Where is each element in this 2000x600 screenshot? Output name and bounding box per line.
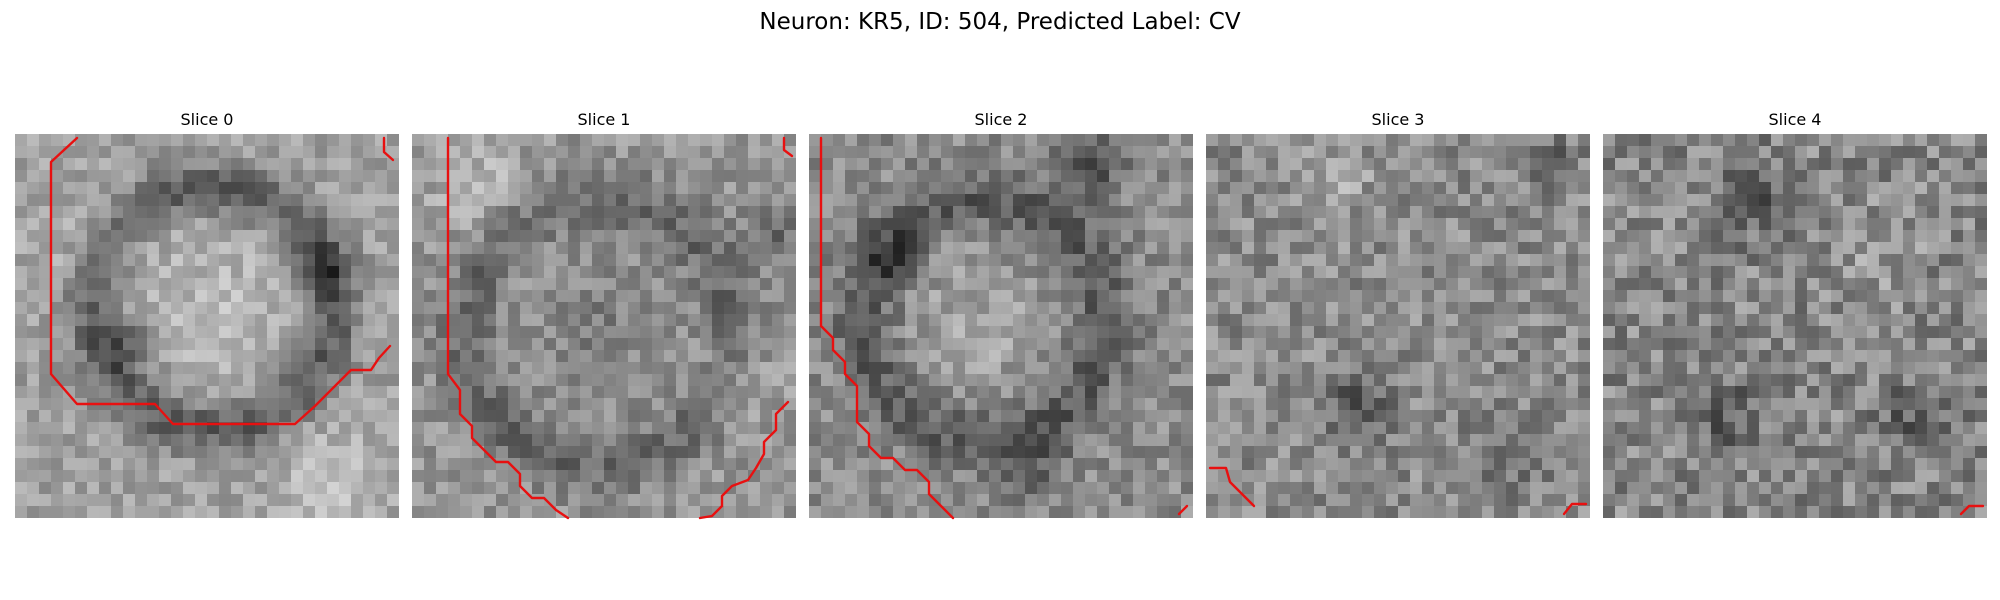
roi-contour-4 xyxy=(1959,504,1985,516)
roi-contour-line xyxy=(382,136,395,162)
roi-contour-line xyxy=(1562,502,1588,516)
figure-title: Neuron: KR5, ID: 504, Predicted Label: C… xyxy=(759,9,1241,35)
slice-panel-3: Slice 3 xyxy=(1206,108,1590,518)
slice-pixels-3 xyxy=(1206,134,1590,518)
roi-contour-line xyxy=(446,136,570,520)
roi-contour-line xyxy=(1208,466,1256,508)
slice-pixels-4 xyxy=(1603,134,1987,518)
slice-panel-0: Slice 0 xyxy=(15,108,399,518)
slice-panel-1: Slice 1 xyxy=(412,108,796,520)
slice-image-3 xyxy=(1206,134,1590,518)
slice-title-4: Slice 4 xyxy=(1768,110,1822,129)
slice-title-0: Slice 0 xyxy=(180,110,234,129)
roi-contour-line xyxy=(1959,504,1985,516)
roi-contour-0 xyxy=(49,136,395,426)
roi-contour-2 xyxy=(819,136,1189,520)
slice-image-4 xyxy=(1603,134,1987,518)
roi-contour-3 xyxy=(1208,466,1588,516)
slice-image-1 xyxy=(412,134,796,520)
slice-pixels-0 xyxy=(15,134,399,518)
roi-contour-line xyxy=(49,136,392,426)
roi-contour-line xyxy=(1177,504,1189,516)
slice-title-1: Slice 1 xyxy=(577,110,631,129)
slice-image-2 xyxy=(809,134,1193,520)
slice-title-2: Slice 2 xyxy=(974,110,1028,129)
roi-contour-1 xyxy=(446,136,794,520)
slice-pixels-1 xyxy=(412,134,796,518)
slice-pixels-2 xyxy=(809,134,1193,518)
slice-panel-4: Slice 4 xyxy=(1603,108,1987,518)
roi-contour-line xyxy=(698,400,790,520)
roi-contour-line xyxy=(819,136,955,520)
roi-contour-line xyxy=(782,136,794,158)
slice-panel-2: Slice 2 xyxy=(809,108,1193,520)
slice-image-0 xyxy=(15,134,399,518)
slice-title-3: Slice 3 xyxy=(1371,110,1425,129)
